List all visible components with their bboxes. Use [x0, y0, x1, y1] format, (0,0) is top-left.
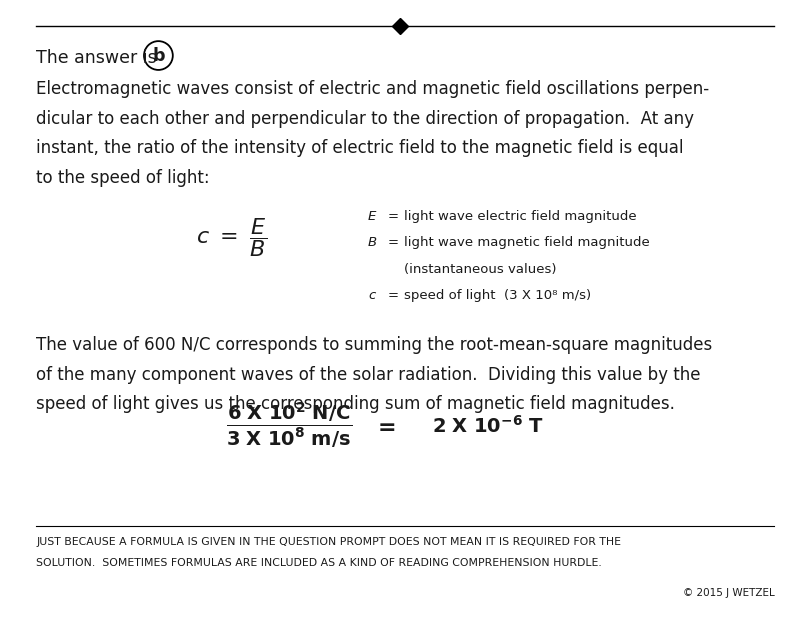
Text: light wave magnetic field magnitude: light wave magnetic field magnitude: [404, 236, 650, 249]
Text: c: c: [368, 289, 375, 302]
Text: (instantaneous values): (instantaneous values): [404, 263, 557, 276]
Text: of the many component waves of the solar radiation.  Dividing this value by the: of the many component waves of the solar…: [36, 366, 701, 384]
Text: Electromagnetic waves consist of electric and magnetic field oscillations perpen: Electromagnetic waves consist of electri…: [36, 80, 709, 98]
Text: The value of 600 N/C corresponds to summing the root-mean-square magnitudes: The value of 600 N/C corresponds to summ…: [36, 336, 712, 354]
Text: The answer is: The answer is: [36, 49, 162, 67]
Text: to the speed of light:: to the speed of light:: [36, 169, 210, 187]
Text: SOLUTION.  SOMETIMES FORMULAS ARE INCLUDED AS A KIND OF READING COMPREHENSION HU: SOLUTION. SOMETIMES FORMULAS ARE INCLUDE…: [36, 558, 602, 568]
Text: $c \ = \ \dfrac{E}{B}$: $c \ = \ \dfrac{E}{B}$: [196, 216, 268, 259]
Text: B: B: [368, 236, 377, 249]
Text: dicular to each other and perpendicular to the direction of propagation.  At any: dicular to each other and perpendicular …: [36, 110, 694, 128]
Text: speed of light  (3 X 10⁸ m/s): speed of light (3 X 10⁸ m/s): [404, 289, 591, 302]
Text: light wave electric field magnitude: light wave electric field magnitude: [404, 210, 637, 223]
Text: $\mathbf{=}$: $\mathbf{=}$: [373, 416, 395, 436]
Text: E: E: [368, 210, 376, 223]
Text: $\dfrac{\mathbf{6\ X\ 10^{2}\ N/C}}{\mathbf{3\ X\ 10^{8}\ m/s}}$: $\dfrac{\mathbf{6\ X\ 10^{2}\ N/C}}{\mat…: [226, 401, 352, 450]
Text: =: =: [388, 210, 399, 223]
Text: instant, the ratio of the intensity of electric field to the magnetic field is e: instant, the ratio of the intensity of e…: [36, 139, 683, 157]
Text: speed of light gives us the corresponding sum of magnetic field magnitudes.: speed of light gives us the correspondin…: [36, 395, 675, 413]
Text: $\bf{b}$: $\bf{b}$: [151, 46, 166, 65]
Text: =: =: [388, 236, 399, 249]
Text: © 2015 J WETZEL: © 2015 J WETZEL: [682, 589, 774, 598]
Text: JUST BECAUSE A FORMULA IS GIVEN IN THE QUESTION PROMPT DOES NOT MEAN IT IS REQUI: JUST BECAUSE A FORMULA IS GIVEN IN THE Q…: [36, 537, 621, 547]
Text: $\mathbf{2\ X\ 10^{-6}\ T}$: $\mathbf{2\ X\ 10^{-6}\ T}$: [432, 415, 544, 437]
Text: =: =: [388, 289, 399, 302]
